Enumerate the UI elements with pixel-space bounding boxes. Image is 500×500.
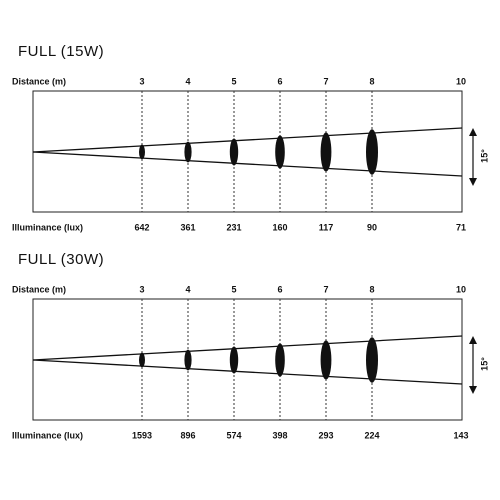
illuminance-value: 143 bbox=[453, 430, 468, 440]
illuminance-value: 90 bbox=[367, 222, 377, 232]
beam-edge bbox=[32, 335, 463, 361]
frame bbox=[32, 90, 463, 213]
beam-spot bbox=[139, 352, 145, 368]
illuminance-label: Illuminance (lux) bbox=[12, 430, 83, 440]
beam-spot bbox=[320, 340, 332, 380]
arrow-head bbox=[469, 128, 477, 136]
arrow-head bbox=[469, 336, 477, 344]
distance-value: 10 bbox=[456, 76, 466, 86]
illuminance-value: 160 bbox=[272, 222, 287, 232]
distance-value: 4 bbox=[185, 76, 190, 86]
angle-label: 15° bbox=[479, 149, 489, 163]
beam-spot bbox=[229, 138, 239, 166]
illuminance-value: 896 bbox=[180, 430, 195, 440]
beam-spot bbox=[184, 141, 192, 163]
beam-spot bbox=[229, 346, 239, 374]
beam-spot bbox=[184, 349, 192, 371]
distance-value: 6 bbox=[277, 76, 282, 86]
illuminance-label: Illuminance (lux) bbox=[12, 222, 83, 232]
beam-spot bbox=[366, 337, 378, 383]
distance-value: 3 bbox=[139, 76, 144, 86]
illuminance-value: 642 bbox=[134, 222, 149, 232]
distance-value: 5 bbox=[231, 76, 236, 86]
beam-edge bbox=[32, 151, 463, 177]
arrow-head bbox=[469, 386, 477, 394]
illuminance-value: 231 bbox=[226, 222, 241, 232]
distance-value: 5 bbox=[231, 284, 236, 294]
illuminance-value: 293 bbox=[318, 430, 333, 440]
distance-value: 8 bbox=[369, 284, 374, 294]
beam-spot bbox=[320, 132, 332, 172]
illuminance-value: 117 bbox=[319, 222, 334, 232]
distance-value: 8 bbox=[369, 76, 374, 86]
illuminance-value: 1593 bbox=[132, 430, 152, 440]
beam-spot bbox=[275, 135, 285, 169]
distance-label: Distance (m) bbox=[12, 284, 66, 294]
frame bbox=[32, 298, 463, 421]
distance-value: 7 bbox=[323, 76, 328, 86]
beam-spot bbox=[139, 144, 145, 160]
panel-title: FULL (30W) bbox=[18, 251, 104, 268]
illuminance-value: 398 bbox=[272, 430, 287, 440]
distance-value: 7 bbox=[323, 284, 328, 294]
illuminance-value: 224 bbox=[364, 430, 379, 440]
distance-value: 10 bbox=[456, 284, 466, 294]
illuminance-value: 361 bbox=[180, 222, 195, 232]
arrow-head bbox=[469, 178, 477, 186]
illuminance-value: 574 bbox=[226, 430, 241, 440]
distance-label: Distance (m) bbox=[12, 76, 66, 86]
angle-label: 15° bbox=[479, 357, 489, 371]
distance-value: 3 bbox=[139, 284, 144, 294]
beam-edge bbox=[32, 127, 463, 153]
beam-spot bbox=[275, 343, 285, 377]
beam-spot bbox=[366, 129, 378, 175]
illuminance-value: 71 bbox=[456, 222, 466, 232]
distance-value: 6 bbox=[277, 284, 282, 294]
panel-title: FULL (15W) bbox=[18, 43, 104, 60]
distance-value: 4 bbox=[185, 284, 190, 294]
beam-edge bbox=[32, 359, 463, 385]
